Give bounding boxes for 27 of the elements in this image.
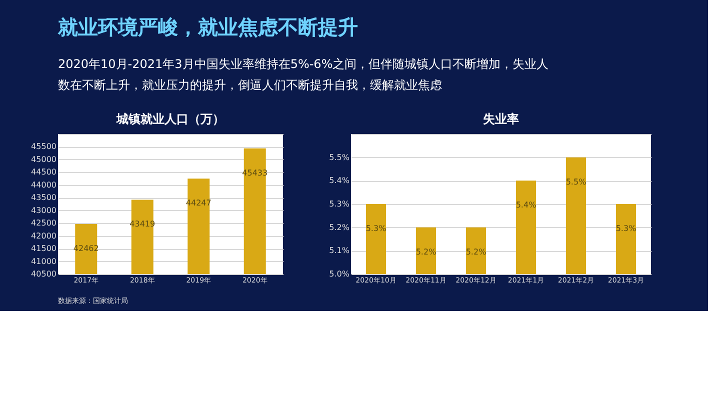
text: 2020年10月-2021年3月中国失业率维持在5%-6%之间，但伴随城镇人口不断增加，失业人数在不断上升，就业压力的提升，倒逼人们不断提升自我，缓解就业焦虑 [58, 57, 549, 92]
y-tick-label: 45500 [31, 142, 56, 152]
y-tick-label: 45000 [31, 154, 56, 164]
y-tick-label: 44000 [31, 180, 56, 190]
chart-title: 城镇就业人口（万） [116, 112, 224, 126]
data-label: 5.3% [616, 224, 637, 233]
data-label: 5.3% [366, 224, 387, 233]
data-label: 5.2% [416, 247, 437, 256]
y-tick-label: 5.5% [329, 152, 350, 162]
data-label: 5.5% [566, 177, 587, 186]
y-tick-label: 43000 [31, 206, 56, 215]
y-tick-label: 5.3% [329, 200, 350, 208]
y-tick-label: 42000 [31, 231, 56, 240]
y-tick-label: 43500 [31, 193, 56, 202]
y-tick-label: 5.1% [329, 246, 350, 256]
y-tick-label: 41000 [31, 256, 56, 266]
y-tick-label: 42500 [31, 218, 56, 228]
data-label: 5.2% [466, 247, 487, 256]
y-tick-label: 44500 [31, 168, 56, 177]
y-tick-label: 5.0% [329, 270, 350, 278]
chart-title: 失业率 [483, 112, 519, 126]
data-label: 5.4% [516, 200, 537, 210]
y-tick-label: 40500 [31, 270, 56, 278]
y-tick-label: 5.4% [329, 176, 350, 186]
y-tick-label: 41500 [31, 244, 56, 254]
text: 就业环境严峻，就业焦虑不断提升 [57, 15, 358, 39]
y-tick-label: 5.2% [329, 222, 350, 232]
